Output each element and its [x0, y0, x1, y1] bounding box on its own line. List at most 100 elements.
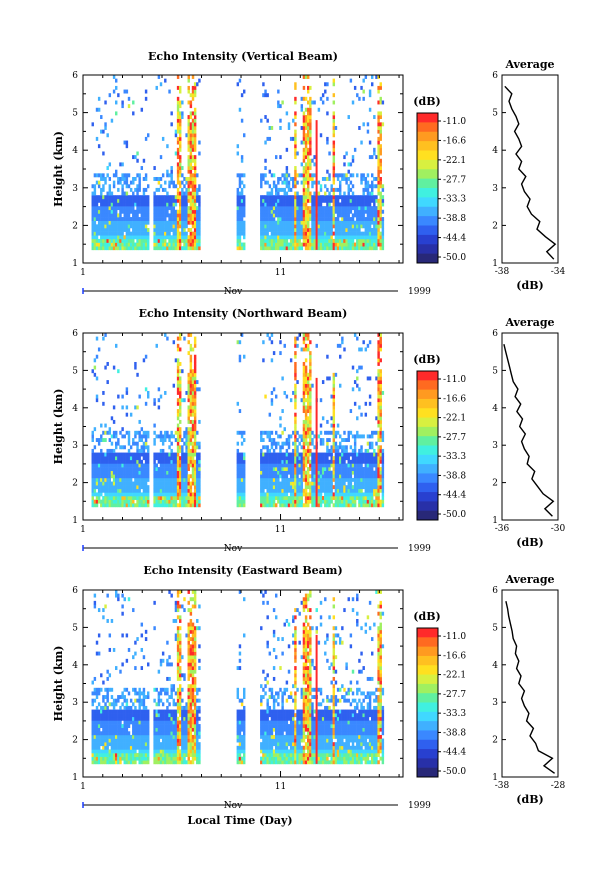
heatmap-cell — [238, 477, 242, 482]
heatmap-cell — [356, 467, 359, 471]
heatmap-cell — [191, 492, 195, 497]
heatmap-cell — [136, 242, 139, 247]
heatmap-cell — [136, 246, 139, 251]
heatmap-cell — [272, 206, 276, 211]
heatmap-cell — [93, 235, 97, 240]
heatmap-cell — [360, 246, 363, 251]
heatmap-cell — [127, 96, 131, 101]
heatmap-cell — [326, 96, 329, 101]
heatmap-cell — [189, 499, 193, 504]
heatmap-cell — [332, 441, 336, 446]
heatmap-cell — [351, 100, 355, 105]
heatmap-cell — [377, 503, 380, 508]
heatmap-cell — [302, 140, 306, 145]
heatmap-cell — [236, 144, 240, 149]
heatmap-cell — [121, 162, 124, 167]
heatmap-cell — [161, 441, 165, 446]
heatmap-cell — [181, 115, 184, 120]
heatmap-cell — [360, 231, 363, 236]
heatmap-cell — [300, 242, 304, 247]
heatmap-cell — [243, 195, 246, 200]
heatmap-cell — [332, 213, 336, 218]
heatmap-cell — [379, 180, 382, 185]
heatmap-cell — [349, 503, 353, 508]
heatmap-cell — [341, 452, 344, 457]
heatmap-cell — [358, 452, 361, 457]
heatmap-cell — [377, 227, 380, 232]
heatmap-cell — [264, 238, 267, 243]
heatmap-cell — [292, 430, 295, 435]
heatmap-cell — [326, 492, 329, 497]
heatmap-cell — [106, 503, 109, 508]
heatmap-cell — [356, 231, 359, 236]
heatmap-cell — [311, 231, 314, 236]
heatmap-cell — [189, 213, 193, 218]
heatmap-cell — [292, 485, 295, 490]
heatmap-cell — [193, 242, 197, 247]
heatmap-cell — [279, 242, 282, 247]
heatmap-cell — [358, 387, 361, 392]
heatmap-cell — [270, 187, 274, 192]
heatmap-cell — [240, 470, 244, 475]
heatmap-cell — [187, 158, 190, 163]
heatmap-cell — [121, 227, 124, 232]
heatmap-cell — [136, 209, 139, 214]
heatmap-cell — [302, 166, 306, 170]
heatmap-cell — [307, 176, 310, 181]
heatmap-cell — [129, 198, 133, 203]
heatmap-cell — [97, 206, 101, 211]
heatmap-cell — [104, 180, 107, 185]
heatmap-cell — [164, 180, 167, 185]
heatmap-cell — [289, 242, 293, 247]
heatmap-cell — [164, 187, 167, 192]
heatmap-cell — [362, 474, 365, 479]
heatmap-cell — [181, 202, 184, 207]
heatmap-cell — [193, 140, 197, 145]
heatmap-cell — [377, 136, 380, 141]
heatmap-cell — [285, 209, 289, 214]
heatmap-cell — [321, 217, 325, 221]
heatmap-cell — [268, 136, 272, 141]
heatmap-cell — [275, 485, 278, 490]
heatmap-cell — [309, 144, 312, 149]
heatmap-cell — [319, 213, 323, 218]
heatmap-cell — [279, 499, 282, 504]
heatmap-cell — [321, 100, 325, 105]
heatmap-cell — [170, 477, 173, 482]
heatmap-cell — [371, 238, 374, 243]
heatmap-cell — [176, 496, 180, 500]
heatmap-cell — [159, 481, 163, 486]
heatmap-cell — [189, 151, 193, 156]
heatmap-cell — [240, 456, 244, 461]
heatmap-cell — [307, 227, 310, 232]
heatmap-cell — [260, 198, 263, 203]
heatmap-cell — [144, 209, 148, 214]
heatmap-cell — [328, 477, 331, 482]
heatmap-cell — [136, 191, 139, 196]
heatmap-cell — [279, 217, 282, 221]
heatmap-cell — [181, 220, 184, 225]
heatmap-cell — [123, 503, 126, 508]
heatmap-cell — [377, 158, 380, 163]
heatmap-cell — [381, 463, 385, 468]
x-tick-label: 11 — [275, 525, 286, 535]
heatmap-cell — [95, 467, 99, 471]
heatmap-cell — [379, 206, 382, 211]
heatmap-cell — [174, 438, 178, 442]
heatmap-cell — [191, 235, 195, 240]
heatmap-cell — [140, 481, 144, 486]
heatmap-cell — [262, 452, 265, 457]
heatmap-cell — [155, 238, 158, 243]
heatmap-cell — [298, 198, 301, 203]
heatmap-cell — [260, 448, 263, 453]
heatmap-cell — [313, 470, 316, 475]
heatmap-cell — [138, 235, 141, 240]
heatmap-cell — [268, 467, 272, 471]
heatmap-cell — [351, 470, 355, 475]
heatmap-cell — [121, 496, 124, 500]
heatmap-cell — [272, 503, 276, 508]
heatmap-cell — [326, 470, 329, 475]
heatmap-cell — [179, 467, 182, 471]
heatmap-cell — [307, 336, 310, 341]
heatmap-cell — [366, 187, 370, 192]
